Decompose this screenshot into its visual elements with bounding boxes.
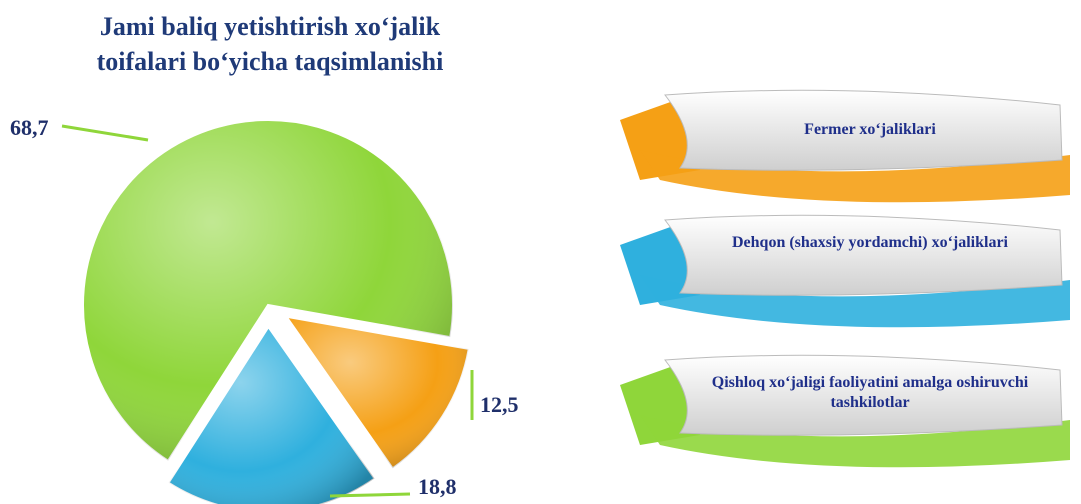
slice-shine	[286, 316, 469, 469]
chart-title: Jami baliq yetishtirish xo‘jalik	[100, 12, 441, 41]
legend-label: Fermer xo‘jaliklari	[804, 121, 936, 138]
value-label: 68,7	[10, 115, 49, 140]
ribbon-band	[664, 89, 1063, 171]
slice-shine	[168, 326, 375, 504]
slice-shine	[83, 120, 453, 461]
leader-line	[61, 124, 149, 142]
legend-label: Qishloq xo‘jaligi faoliyatini amalga osh…	[711, 374, 1029, 411]
ribbon-band	[664, 354, 1063, 436]
value-label: 12,5	[480, 392, 519, 417]
legend-label: Dehqon (shaxsiy yordamchi) xo‘jaliklari	[731, 234, 1008, 251]
chart-title: toifalari bo‘yicha taqsimlanishi	[97, 47, 444, 76]
ribbon-band	[664, 214, 1063, 296]
ribbon-under	[640, 150, 1070, 203]
leader-line	[329, 492, 411, 498]
ribbon-under	[640, 415, 1070, 468]
ribbon-under	[640, 275, 1070, 328]
value-label: 18,8	[418, 474, 457, 499]
